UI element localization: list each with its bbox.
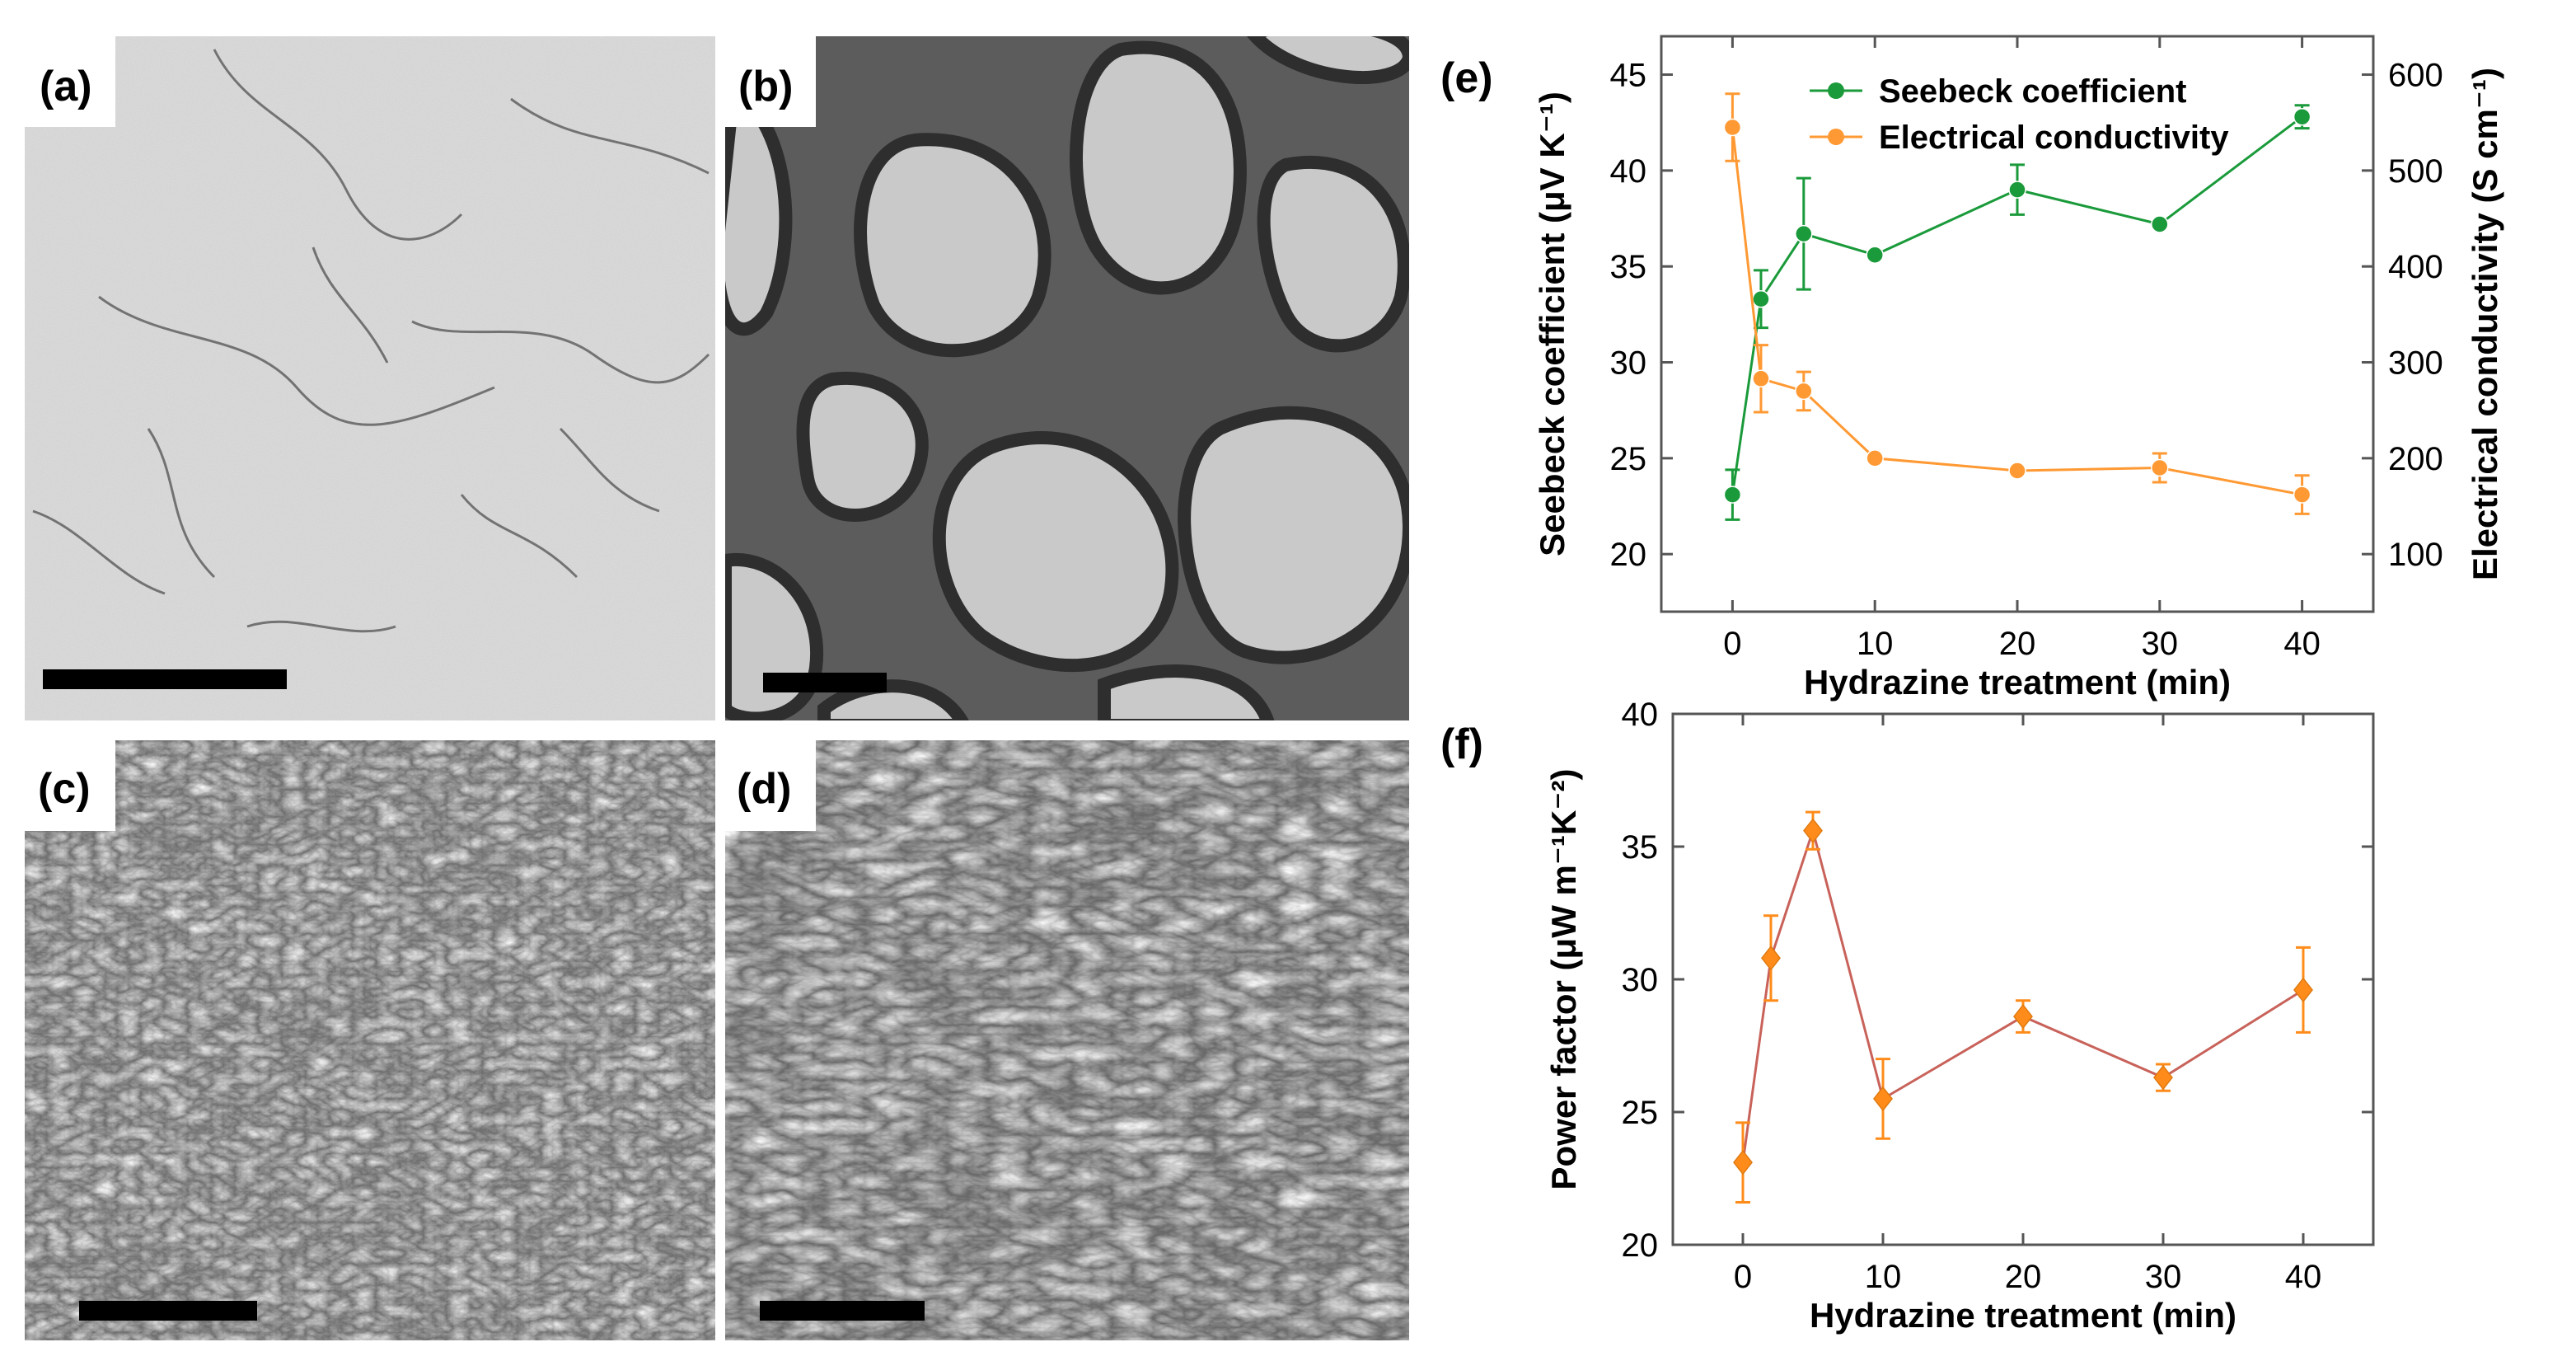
series-1 — [1723, 92, 2311, 515]
x-tick-label: 40 — [2283, 626, 2321, 662]
data-point — [1752, 290, 1770, 308]
x-tick-label: 10 — [1857, 626, 1894, 662]
x-tick-label: 30 — [2142, 626, 2179, 662]
data-point — [1761, 946, 1781, 971]
data-point — [1795, 382, 1813, 401]
y-tick-label: 30 — [1610, 345, 1647, 382]
y-tick-label: 40 — [1610, 153, 1647, 190]
y2-tick-label: 300 — [2388, 345, 2443, 382]
y-axis-label: Power factor (μW m⁻¹K⁻²) — [1544, 768, 1583, 1190]
x-tick-label: 0 — [1734, 1259, 1752, 1295]
data-point — [2153, 1064, 2173, 1091]
data-point — [1723, 118, 1742, 137]
y-tick-label: 40 — [1622, 697, 1659, 733]
x-tick-label: 10 — [1865, 1259, 1902, 1295]
y-tick-label: 45 — [1610, 58, 1647, 94]
scale-bar — [760, 1301, 925, 1321]
y-tick-label: 30 — [1622, 962, 1659, 998]
x-tick-label: 0 — [1723, 626, 1741, 662]
data-point — [1873, 1086, 1893, 1112]
image-panel-b — [725, 36, 1409, 720]
y2-axis-label: Electrical conductivity (S cm⁻¹) — [2466, 68, 2504, 580]
panel-label: (f) — [1440, 720, 1483, 768]
data-point — [1795, 224, 1813, 243]
series-0 — [1723, 104, 2311, 521]
panel-label-a: (a) — [40, 63, 92, 110]
data-point — [1866, 449, 1884, 467]
data-point — [2293, 977, 2313, 1003]
legend-marker — [1828, 129, 1844, 145]
x-tick-label: 40 — [2285, 1259, 2322, 1295]
image-panel-c — [25, 740, 715, 1340]
y-tick-label: 20 — [1622, 1227, 1659, 1264]
y2-tick-label: 400 — [2388, 249, 2443, 285]
data-point — [1803, 818, 1823, 843]
y-tick-label: 25 — [1622, 1095, 1659, 1131]
x-tick-label: 20 — [1999, 626, 2036, 662]
series-line — [1741, 826, 2304, 1163]
data-point — [1723, 486, 1742, 504]
fiber-strands — [32, 49, 710, 633]
y2-tick-label: 600 — [2388, 58, 2443, 94]
chart-e: 0 10 20 30 40 20 25 30 35 40 45 100 200 300 400 500 600 H… — [1440, 35, 2504, 702]
data-point — [1733, 1149, 1753, 1176]
data-point — [1752, 369, 1770, 388]
panel-label-b: (b) — [738, 63, 793, 110]
legend-entry: Electrical conductivity — [1879, 120, 2229, 156]
data-point — [2293, 486, 2311, 504]
y2-tick-label: 200 — [2388, 441, 2443, 477]
panel-label-c: (c) — [38, 765, 91, 813]
plot-frame — [1671, 712, 2375, 1246]
y2-tick-label: 100 — [2388, 537, 2443, 573]
panel-label-d: (d) — [737, 765, 791, 813]
data-point — [2293, 107, 2311, 126]
data-point — [1866, 246, 1884, 264]
chart-f: 0 10 20 30 40 20 25 30 35 40 Hydrazine treatment (… — [1440, 697, 2375, 1335]
data-point — [2151, 215, 2169, 233]
data-point — [2008, 181, 2026, 199]
data-point — [2151, 458, 2169, 477]
x-axis-label: Hydrazine treatment (min) — [1810, 1296, 2236, 1335]
x-tick-label: 20 — [2005, 1259, 2042, 1295]
x-axis-label: Hydrazine treatment (min) — [1804, 663, 2231, 702]
x-tick-label: 30 — [2145, 1259, 2182, 1295]
scale-bar — [79, 1301, 257, 1321]
image-panel-a — [25, 36, 715, 720]
y2-tick-label: 500 — [2388, 153, 2443, 190]
legend-entry: Seebeck coefficient — [1879, 73, 2187, 110]
y-tick-label: 20 — [1610, 537, 1647, 573]
panel-label: (e) — [1440, 54, 1493, 102]
y-tick-label: 25 — [1610, 441, 1647, 477]
y-tick-label: 35 — [1610, 249, 1647, 285]
series-0 — [1733, 810, 2313, 1204]
legend: Seebeck coefficient Electrical conductivi… — [1810, 73, 2229, 156]
legend-marker — [1828, 82, 1844, 99]
scale-bar — [43, 669, 287, 689]
image-panel-d — [725, 740, 1409, 1340]
data-point — [2008, 462, 2026, 480]
data-point — [2013, 1003, 2033, 1030]
y-axis-label: Seebeck coefficient (μV K⁻¹) — [1533, 92, 1571, 556]
scale-bar — [763, 673, 887, 692]
y-tick-label: 35 — [1622, 829, 1659, 866]
